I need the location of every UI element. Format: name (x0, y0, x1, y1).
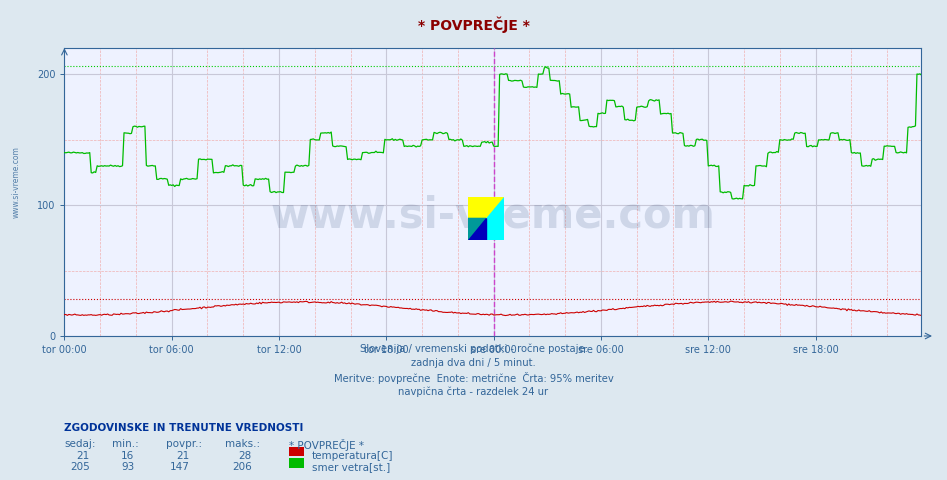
Text: Meritve: povprečne  Enote: metrične  Črta: 95% meritev: Meritve: povprečne Enote: metrične Črta:… (333, 372, 614, 384)
Text: povpr.:: povpr.: (166, 439, 202, 449)
Text: zadnja dva dni / 5 minut.: zadnja dva dni / 5 minut. (411, 358, 536, 368)
Text: 28: 28 (239, 451, 252, 461)
Text: 205: 205 (70, 462, 90, 472)
Text: sedaj:: sedaj: (64, 439, 96, 449)
Text: * POVPREČJE *: * POVPREČJE * (289, 439, 364, 451)
Text: www.si-vreme.com: www.si-vreme.com (271, 194, 715, 236)
Text: * POVPREČJE *: * POVPREČJE * (418, 17, 529, 33)
Text: 206: 206 (232, 462, 252, 472)
Text: 21: 21 (176, 451, 189, 461)
Text: min.:: min.: (112, 439, 138, 449)
Polygon shape (468, 218, 486, 240)
Polygon shape (468, 218, 486, 240)
Polygon shape (468, 197, 504, 240)
Text: navpična črta - razdelek 24 ur: navpična črta - razdelek 24 ur (399, 386, 548, 397)
Text: 21: 21 (77, 451, 90, 461)
Text: 93: 93 (121, 462, 134, 472)
Text: www.si-vreme.com: www.si-vreme.com (11, 146, 21, 218)
Text: ZGODOVINSKE IN TRENUTNE VREDNOSTI: ZGODOVINSKE IN TRENUTNE VREDNOSTI (64, 423, 304, 433)
Text: Slovenija / vremenski podatki - ročne postaje.: Slovenija / vremenski podatki - ročne po… (360, 343, 587, 354)
Text: 16: 16 (121, 451, 134, 461)
Text: maks.:: maks.: (225, 439, 260, 449)
Polygon shape (468, 197, 504, 240)
Text: 147: 147 (170, 462, 189, 472)
Text: smer vetra[st.]: smer vetra[st.] (312, 462, 390, 472)
Text: temperatura[C]: temperatura[C] (312, 451, 393, 461)
